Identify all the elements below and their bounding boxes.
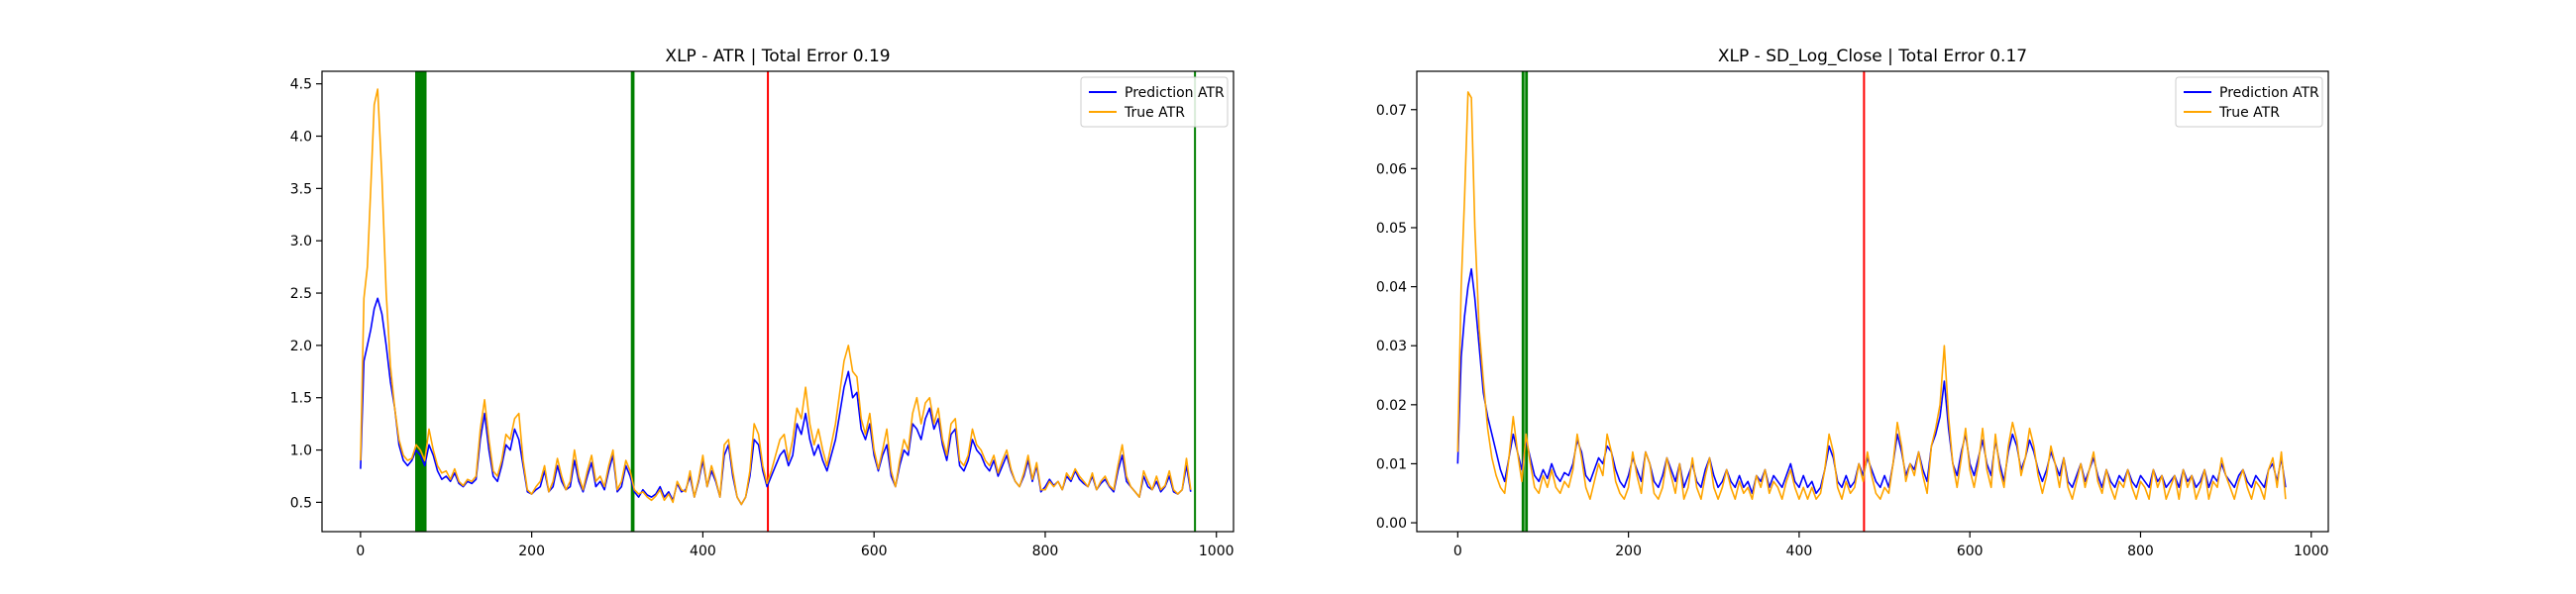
chart-2-title: XLP - SD_Log_Close | Total Error 0.17	[1718, 47, 2027, 66]
chart-2-legend-label-prediction: Prediction ATR	[2219, 85, 2319, 101]
chart-1-ytick-label-0: 0.5	[290, 495, 312, 511]
chart-2-xtick-label-1000: 1000	[2294, 544, 2329, 559]
chart-1-title: XLP - ATR | Total Error 0.19	[665, 47, 890, 66]
chart-2-ytick-label-4: 0.04	[1376, 280, 1407, 296]
chart-1-xtick-label-200: 200	[518, 544, 545, 559]
chart-1-xtick-label-600: 600	[861, 544, 888, 559]
chart-1-legend-box	[1080, 76, 1229, 128]
chart-2-xtick-label-800: 800	[2127, 544, 2154, 559]
chart-1-xtick-label-400: 400	[690, 544, 716, 559]
chart-2-xtick-label-600: 600	[1957, 544, 1984, 559]
chart-1-ytick-label-7: 4.0	[290, 130, 312, 146]
chart-2-xtick-label-0: 0	[1453, 544, 1462, 559]
chart-1-ytick-label-1: 1.0	[290, 444, 312, 459]
chart-2-legend-label-true: True ATR	[2218, 105, 2280, 121]
chart-2-series-true-line	[1456, 91, 2287, 501]
chart-2-ytick-label-2: 0.02	[1376, 398, 1407, 414]
chart-1-legend-label-prediction: Prediction ATR	[1125, 85, 1225, 101]
chart-2-legend-box	[2175, 76, 2323, 128]
chart-2-ytick-label-1: 0.01	[1376, 456, 1407, 472]
chart-1-legend: Prediction ATR True ATR	[1080, 76, 1229, 128]
chart-2-frame	[1416, 70, 2329, 533]
chart-2-ytick-label-3: 0.03	[1376, 339, 1407, 354]
chart-2-ytick-label-7: 0.07	[1376, 103, 1407, 119]
chart-2-ytick-label-5: 0.05	[1376, 221, 1407, 237]
chart-1-xtick-label-1000: 1000	[1199, 544, 1234, 559]
chart-1-ytick-label-5: 3.0	[290, 234, 312, 249]
chart-2-plot-area	[1456, 71, 2287, 532]
chart-2-ytick-label-6: 0.06	[1376, 161, 1407, 177]
chart-2-ytick-label-0: 0.00	[1376, 516, 1407, 532]
chart-1-frame	[321, 70, 1234, 533]
chart-1-ytick-label-3: 2.0	[290, 339, 312, 354]
chart-1-series-true-line	[360, 88, 1192, 506]
chart-1-ytick-label-6: 3.5	[290, 181, 312, 197]
chart-1-ytick-label-2: 1.5	[290, 391, 312, 407]
chart-1-legend-label-true: True ATR	[1124, 105, 1185, 121]
chart-1-series-prediction-line	[360, 297, 1192, 506]
chart-1-xtick-label-0: 0	[356, 544, 365, 559]
chart-1-xtick-label-800: 800	[1032, 544, 1059, 559]
chart-2-xtick-label-200: 200	[1615, 544, 1642, 559]
chart-2-xtick-label-400: 400	[1786, 544, 1813, 559]
chart-2: 0 200 400 600 800 1000 0.00 0.01 0.02 0.03 0.04 0.0…	[1376, 47, 2329, 559]
chart-2-legend: Prediction ATR True ATR	[2175, 76, 2323, 128]
chart-1: 0 200 400 600 800 1000 0.5 1.0 1.5 2.0 2.5 3.0 3.5 4.…	[290, 47, 1234, 559]
chart-1-ytick-label-8: 4.5	[290, 77, 312, 93]
chart-1-ytick-label-4: 2.5	[290, 286, 312, 302]
chart-1-plot-area	[360, 71, 1197, 532]
